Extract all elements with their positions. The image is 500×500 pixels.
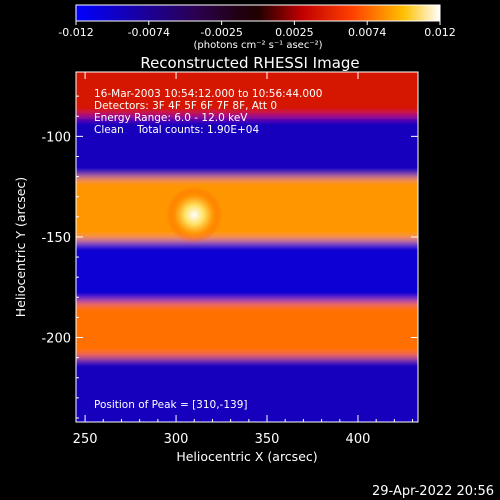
x-tick-label: 250 — [73, 432, 98, 447]
band-2 — [76, 176, 418, 249]
x-tick-label: 350 — [255, 432, 280, 447]
band-3 — [76, 241, 418, 314]
band-1 — [76, 116, 418, 189]
chart-title: Reconstructed RHESSI Image — [140, 54, 359, 72]
colorbar-tick-label: 0.0025 — [275, 26, 314, 39]
annotation-energy: Energy Range: 6.0 - 12.0 keV — [94, 112, 248, 124]
colorbar-tick-label: -0.012 — [58, 26, 93, 39]
band-5 — [76, 357, 418, 422]
colorbar-ticks: -0.012 -0.0074 -0.0025 0.0025 0.0074 0.012 — [58, 21, 456, 39]
colorbar-tick-label: 0.012 — [424, 26, 456, 39]
y-tick-label: -200 — [41, 332, 71, 347]
y-tick-label: -100 — [41, 130, 71, 145]
y-tick-label: -150 — [41, 231, 71, 246]
x-ticks: 250 300 350 400 — [73, 72, 414, 447]
colorbar-tick-label: 0.0074 — [348, 26, 387, 39]
annotation-clean: Clean Total counts: 1.90E+04 — [94, 124, 259, 136]
colorbar-tick-label: -0.0074 — [128, 26, 170, 39]
y-axis-label: Heliocentric Y (arcsec) — [13, 177, 28, 317]
peak-glow — [166, 186, 223, 243]
colorbar — [75, 4, 441, 22]
y-ticks: -100 -150 -200 — [41, 95, 418, 419]
image-area — [76, 72, 418, 422]
x-tick-label: 300 — [164, 432, 189, 447]
x-axis-label: Heliocentric X (arcsec) — [176, 449, 317, 464]
annotation-time: 16-Mar-2003 10:54:12.000 to 10:56:44.000 — [94, 88, 322, 100]
x-tick-label: 400 — [346, 432, 371, 447]
colorbar-unit: (photons cm⁻² s⁻¹ asec⁻²) — [193, 40, 322, 51]
annotation-detectors: Detectors: 3F 4F 5F 6F 7F 8F, Att 0 — [94, 100, 277, 112]
colorbar-tick-label: -0.0025 — [200, 26, 242, 39]
footer-date: 29-Apr-2022 20:56 — [372, 484, 494, 499]
annotation-peak: Position of Peak = [310,-139] — [94, 399, 248, 411]
